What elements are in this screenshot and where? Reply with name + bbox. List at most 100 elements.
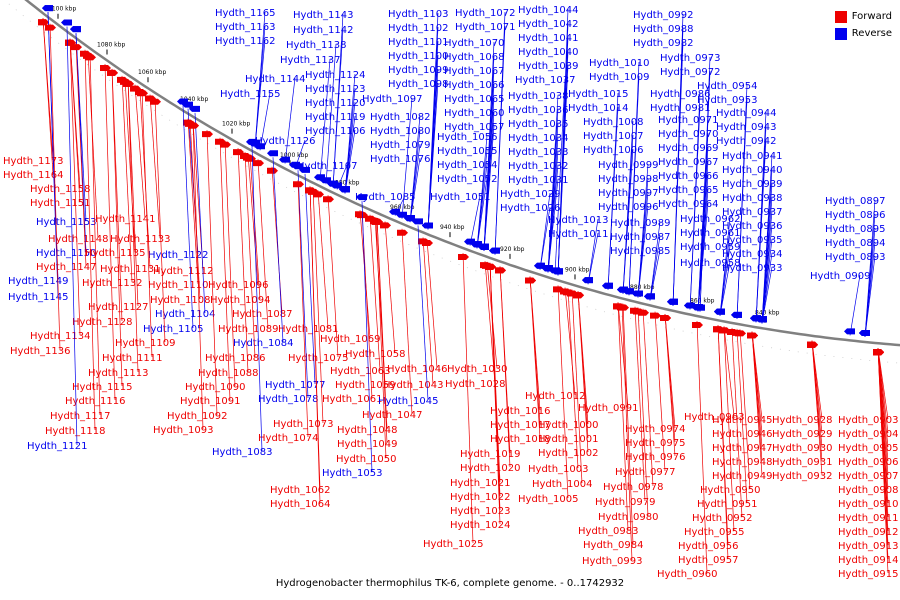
gene-arrow bbox=[667, 298, 678, 305]
gene-arrow bbox=[279, 156, 290, 163]
gene-label: Hydth_1173 bbox=[3, 156, 64, 167]
scale-tick-label: 840 kbp bbox=[755, 310, 780, 317]
gene-label: Hydth_1022 bbox=[450, 492, 511, 503]
legend-forward: Forward bbox=[834, 8, 892, 25]
gene-label: Hydth_1058 bbox=[345, 349, 406, 360]
gene-label: Hydth_1048 bbox=[337, 425, 398, 436]
gene-label: Hydth_1067 bbox=[444, 66, 505, 77]
gene-arrow bbox=[747, 332, 758, 339]
gene-connector-line bbox=[484, 261, 496, 384]
gene-label: Hydth_1106 bbox=[305, 126, 366, 137]
gene-label: Hydth_1099 bbox=[388, 65, 449, 76]
gene-label: Hydth_1098 bbox=[388, 79, 449, 90]
gene-label: Hydth_0895 bbox=[825, 224, 886, 235]
gene-arrow bbox=[623, 288, 634, 295]
gene-arrow bbox=[713, 326, 724, 333]
gene-label: Hydth_1090 bbox=[185, 382, 246, 393]
gene-arrow bbox=[582, 277, 593, 284]
gene-connector-line bbox=[462, 253, 474, 544]
gene-connector-line bbox=[494, 25, 506, 255]
gene-connector-line bbox=[587, 232, 599, 285]
gene-label: Hydth_1075 bbox=[288, 353, 349, 364]
genome-backbone bbox=[24, 0, 900, 347]
gene-connector-line bbox=[237, 148, 249, 373]
gene-connector-line bbox=[84, 49, 96, 431]
map-caption: Hydrogenobacter thermophilus TK-6, compl… bbox=[275, 578, 625, 589]
gene-connector-line bbox=[47, 12, 59, 297]
gene-label: Hydth_1117 bbox=[50, 411, 111, 422]
gene-arrow bbox=[45, 24, 56, 31]
gene-connector-line bbox=[723, 326, 735, 532]
gene-connector-line bbox=[755, 139, 767, 323]
gene-connector-line bbox=[689, 106, 701, 310]
gene-connector-line bbox=[154, 97, 166, 343]
gene-arrow bbox=[633, 308, 644, 315]
gene-arrow bbox=[289, 161, 300, 168]
gene-arrow bbox=[215, 138, 226, 145]
gene-arrow bbox=[873, 349, 884, 356]
gene-label: Hydth_0914 bbox=[838, 555, 899, 566]
gene-label: Hydth_1107 bbox=[297, 161, 358, 172]
gene-arrow bbox=[253, 160, 264, 167]
gene-label: Hydth_1072 bbox=[455, 8, 516, 19]
gene-label: Hydth_1149 bbox=[8, 276, 69, 287]
gene-label: Hydth_0933 bbox=[722, 263, 783, 274]
gene-connector-line bbox=[187, 118, 199, 285]
gene-arrow bbox=[267, 167, 278, 174]
gene-connector-line bbox=[189, 119, 201, 300]
gene-connector-line bbox=[499, 266, 511, 468]
gene-label: Hydth_1049 bbox=[337, 439, 398, 450]
gene-label: Hydth_0913 bbox=[838, 541, 899, 552]
gene-arrow bbox=[177, 98, 188, 105]
gene-arrow bbox=[389, 208, 400, 215]
gene-connector-line bbox=[539, 206, 551, 270]
gene-label: Hydth_1094 bbox=[210, 295, 271, 306]
gene-label: Hydth_0912 bbox=[838, 527, 899, 538]
gene-label: Hydth_0936 bbox=[722, 221, 783, 232]
gene-label: Hydth_1028 bbox=[445, 379, 506, 390]
gene-connector-line bbox=[149, 94, 161, 239]
gene-label: Hydth_1108 bbox=[150, 295, 211, 306]
gene-connector-line bbox=[49, 23, 61, 351]
gene-arrow bbox=[859, 329, 870, 336]
gene-label: Hydth_0967 bbox=[658, 157, 719, 168]
gene-label: Hydth_1142 bbox=[293, 25, 354, 36]
gene-label: Hydth_1033 bbox=[508, 147, 569, 158]
gene-connector-line bbox=[622, 303, 634, 545]
gene-label: Hydth_0963 bbox=[684, 412, 745, 423]
gene-label: Hydth_1007 bbox=[583, 131, 644, 142]
gene-label: Hydth_1057 bbox=[444, 122, 505, 133]
gene-connector-line bbox=[75, 33, 87, 253]
gene-label: Hydth_0985 bbox=[610, 246, 671, 257]
gene-label: Hydth_1096 bbox=[208, 280, 269, 291]
gene-connector-line bbox=[719, 245, 731, 316]
gene-label: Hydth_1110 bbox=[148, 280, 209, 291]
scale-tick-label: 1100 kbp bbox=[48, 6, 76, 13]
gene-label: Hydth_0969 bbox=[658, 143, 719, 154]
gene-label: Hydth_1025 bbox=[423, 539, 484, 550]
gene-label: Hydth_0943 bbox=[716, 122, 777, 133]
gene-connector-line bbox=[254, 39, 266, 148]
gene-connector-line bbox=[192, 121, 204, 430]
gene-label: Hydth_1041 bbox=[518, 33, 579, 44]
gene-label: Hydth_1093 bbox=[153, 425, 214, 436]
gene-connector-line bbox=[121, 75, 133, 283]
gene-label: Hydth_1097 bbox=[362, 94, 423, 105]
gene-label: Hydth_0897 bbox=[825, 196, 886, 207]
gene-arrow bbox=[464, 238, 475, 245]
gene-label: Hydth_1020 bbox=[460, 463, 521, 474]
gene-label: Hydth_0909 bbox=[810, 271, 871, 282]
gene-label: Hydth_0972 bbox=[660, 67, 721, 78]
gene-label: Hydth_1145 bbox=[8, 292, 69, 303]
gene-arrow bbox=[80, 50, 91, 57]
gene-label: Hydth_1150 bbox=[36, 248, 97, 259]
gene-connector-line bbox=[244, 151, 256, 358]
gene-label: Hydth_0974 bbox=[625, 424, 686, 435]
gene-connector-line bbox=[637, 307, 649, 517]
gene-label: Hydth_1112 bbox=[153, 266, 214, 277]
gene-arrow bbox=[756, 316, 767, 323]
gene-arrow bbox=[404, 215, 415, 222]
gene-label: Hydth_0960 bbox=[657, 569, 718, 580]
gene-connector-line bbox=[127, 79, 139, 373]
gene-connector-line bbox=[621, 303, 633, 561]
